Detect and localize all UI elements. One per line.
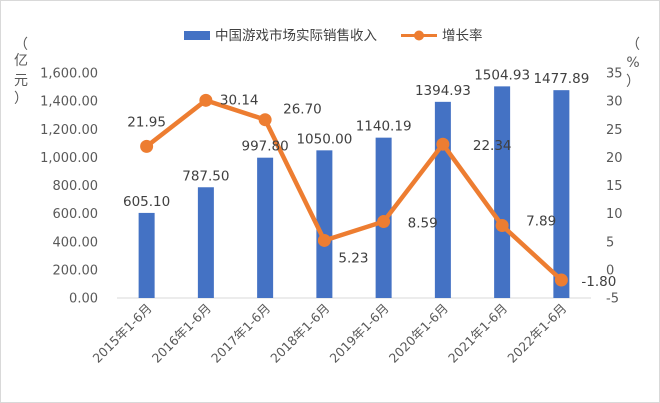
left-axis-tick-label: 1,000.00 (40, 151, 98, 166)
x-axis-category-label: 2019年1-6月 (327, 301, 392, 366)
growth-value-label: 5.23 (338, 250, 368, 266)
x-axis-category-label: 2021年1-6月 (445, 301, 510, 366)
bar (197, 187, 214, 298)
left-axis-tick-label: 400.00 (53, 235, 99, 250)
bar-value-label: 1477.89 (533, 71, 589, 87)
bar (553, 90, 570, 298)
growth-point (436, 137, 450, 151)
growth-value-label: -1.80 (581, 274, 616, 290)
growth-point (554, 273, 568, 287)
right-axis-tick-label: 10 (606, 207, 623, 222)
right-axis-tick-label: 35 (606, 67, 623, 82)
left-axis-tick-label: 200.00 (53, 263, 99, 278)
growth-point (495, 218, 509, 232)
right-axis-tick-label: 5 (606, 235, 614, 250)
x-axis-category-label: 2020年1-6月 (386, 301, 451, 366)
left-axis-tick-label: 800.00 (53, 179, 99, 194)
growth-line (145, 98, 563, 282)
growth-point (317, 233, 331, 247)
right-axis-tick-label: 20 (606, 151, 623, 166)
left-axis-tick-label: 1,600.00 (40, 67, 98, 82)
bar-value-label: 997.80 (242, 139, 289, 155)
bar (138, 212, 155, 298)
bar-value-label: 1140.19 (356, 119, 412, 135)
growth-point (377, 215, 391, 229)
legend-bar-label: 中国游戏市场实际销售收入 (215, 27, 377, 44)
left-axis-unit-char: 亿 (14, 53, 28, 69)
bar-value-label: 1394.93 (415, 83, 471, 99)
legend-line-marker (414, 30, 424, 41)
growth-value-label: 7.89 (526, 213, 556, 229)
legend: 中国游戏市场实际销售收入 增长率 (184, 27, 483, 44)
x-axis-category-label: 2015年1-6月 (90, 301, 155, 366)
growth-value-label: 26.70 (283, 102, 322, 118)
growth-point (140, 139, 154, 153)
growth-line-series (140, 93, 568, 287)
right-axis-tick-label: -5 (606, 292, 619, 307)
x-axis-category-label: 2018年1-6月 (267, 301, 332, 366)
right-axis-unit-char: % (626, 55, 639, 71)
x-axis-category-label: 2017年1-6月 (208, 301, 273, 366)
left-axis-unit-char: （ (14, 37, 28, 53)
growth-point (258, 113, 272, 127)
growth-value-label: 21.95 (127, 114, 166, 130)
bar (434, 101, 451, 298)
left-axis-tick-label: 1,200.00 (40, 123, 98, 138)
right-axis-tick-label: 15 (606, 179, 623, 194)
bar-value-label: 1504.93 (474, 67, 530, 83)
right-axis-tick-label: 30 (606, 95, 623, 110)
left-axis-unit-char: 元 (14, 73, 28, 89)
left-axis-ticks: 0.00 200.00 400.00 600.00 800.00 1,000.00 1,20… (40, 67, 98, 307)
right-axis-ticks: -5 0 5 10 15 20 25 30 35 (606, 67, 623, 307)
right-axis-tick-label: 0 (606, 263, 614, 278)
legend-line-label: 增长率 (442, 27, 483, 44)
bar (494, 86, 511, 298)
right-axis-tick-label: 25 (606, 123, 623, 138)
left-axis-unit-char: ） (14, 91, 28, 107)
growth-value-label: 8.59 (408, 216, 438, 232)
right-axis-unit-char: ） (626, 74, 640, 90)
growth-value-label: 30.14 (220, 92, 259, 108)
right-axis-unit-char: （ (626, 37, 640, 53)
bar (316, 150, 333, 298)
legend-bar-swatch (184, 31, 210, 40)
left-axis-unit-label: （亿元 ） (14, 37, 28, 107)
x-axis-category-label: 2022年1-6月 (504, 301, 569, 366)
growth-point (199, 93, 213, 107)
bar (257, 157, 274, 298)
right-axis-unit-label: （% ） (626, 37, 640, 90)
line-data-labels: 21.95 30.14 26.70 5.23 8.59 22.34 7.89 -1.80 (127, 92, 616, 290)
bar-value-label: 605.10 (123, 194, 170, 210)
left-axis-tick-label: 0.00 (69, 292, 98, 307)
bar-value-label: 787.50 (182, 168, 229, 184)
x-axis-labels: 2015年1-6月2016年1-6月2017年1-6月2018年1-6月2019… (90, 301, 570, 366)
left-axis-tick-label: 1,400.00 (40, 95, 98, 110)
growth-value-label: 22.34 (473, 138, 512, 154)
bar-value-label: 1050.00 (296, 131, 352, 147)
x-axis-category-label: 2016年1-6月 (149, 301, 214, 366)
left-axis-tick-label: 600.00 (53, 207, 99, 222)
